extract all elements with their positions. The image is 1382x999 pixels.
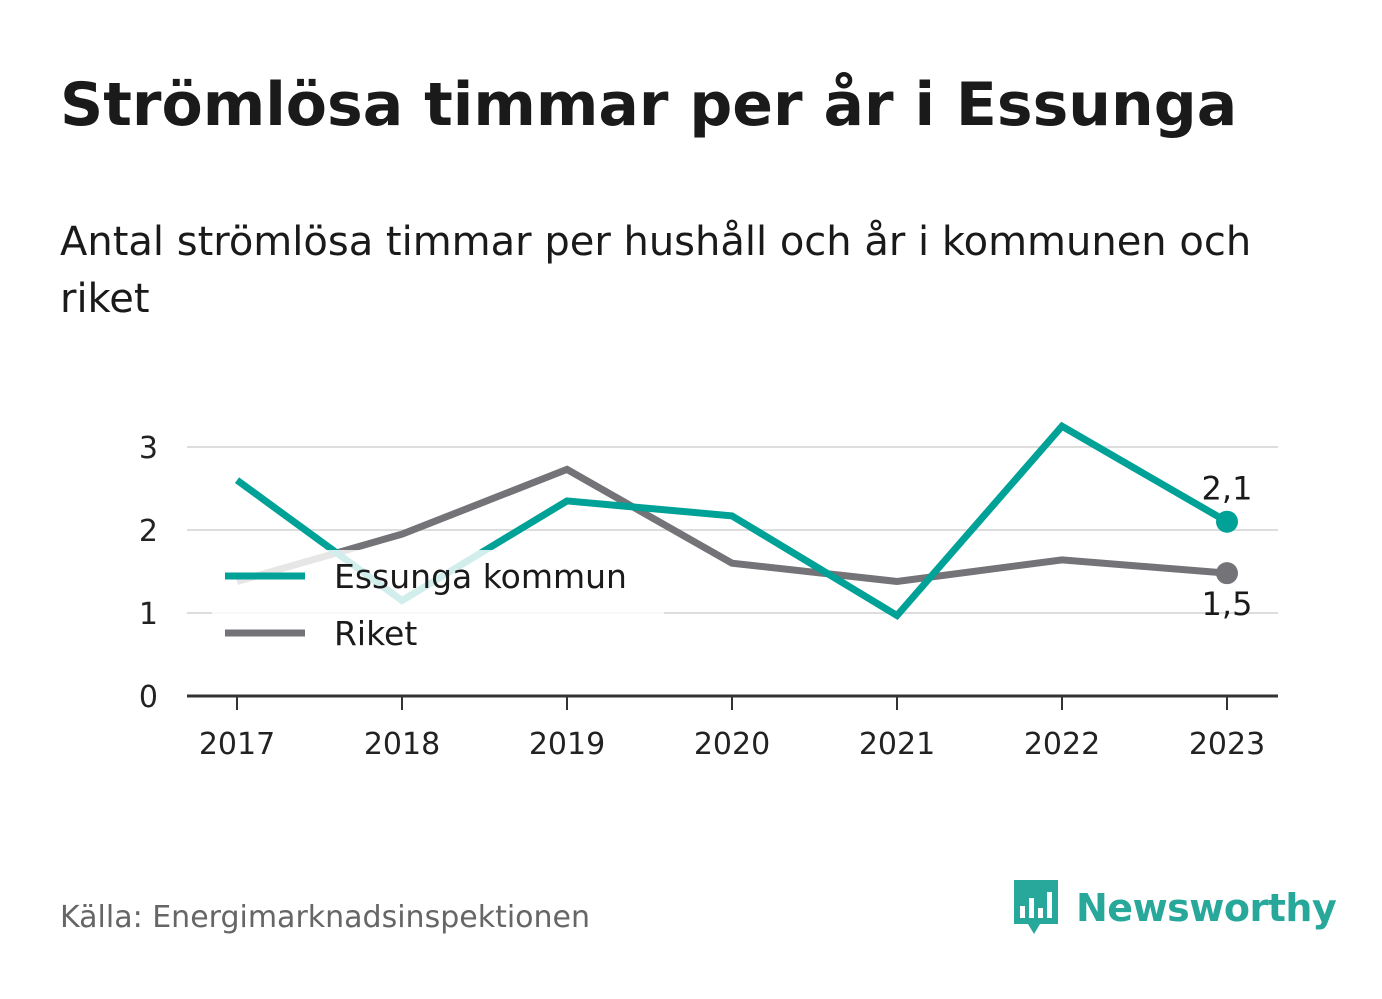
brand-logo: Newsworthy	[1010, 876, 1337, 940]
line-chart: 0 1 2 3 2017 2018 2019 2020 2021 2022 2023 Essung…	[139, 421, 1278, 762]
y-tick-label: 0	[139, 680, 158, 715]
legend: Essunga kommun Riket	[212, 550, 664, 662]
x-tick-label: 2017	[199, 727, 275, 762]
x-axis-tick-labels: 2017 2018 2019 2020 2021 2022 2023	[199, 727, 1265, 762]
end-value-labels: 2,1 1,5	[1202, 470, 1253, 623]
legend-label: Riket	[334, 614, 417, 653]
newsworthy-logo-icon	[1014, 880, 1058, 934]
x-tick-label: 2021	[859, 727, 935, 762]
legend-label: Essunga kommun	[334, 557, 627, 596]
x-axis	[187, 694, 1278, 710]
x-tick-label: 2020	[694, 727, 770, 762]
series-line-riket	[236, 465, 1228, 585]
series-end-point-essunga-kommun	[1216, 510, 1238, 533]
x-tick-label: 2022	[1024, 727, 1100, 762]
y-axis-tick-labels: 0 1 2 3	[139, 431, 158, 715]
x-tick-label: 2019	[529, 727, 605, 762]
y-tick-label: 3	[139, 431, 158, 466]
end-value-label: 2,1	[1202, 470, 1253, 508]
y-tick-label: 2	[139, 514, 158, 549]
end-value-label: 1,5	[1202, 585, 1253, 623]
legend-background	[212, 550, 664, 662]
series-end-point-riket	[1216, 562, 1238, 585]
chart-title: Strömlösa timmar per år i Essunga	[60, 70, 1238, 140]
source-note: Källa: Energimarknadsinspektionen	[60, 900, 591, 935]
brand-name: Newsworthy	[1076, 886, 1337, 930]
y-tick-label: 1	[139, 597, 158, 632]
chart-subtitle: Antal strömlösa timmar per hushåll och å…	[60, 219, 1252, 322]
x-tick-label: 2018	[364, 727, 440, 762]
x-tick-label: 2023	[1189, 727, 1265, 762]
